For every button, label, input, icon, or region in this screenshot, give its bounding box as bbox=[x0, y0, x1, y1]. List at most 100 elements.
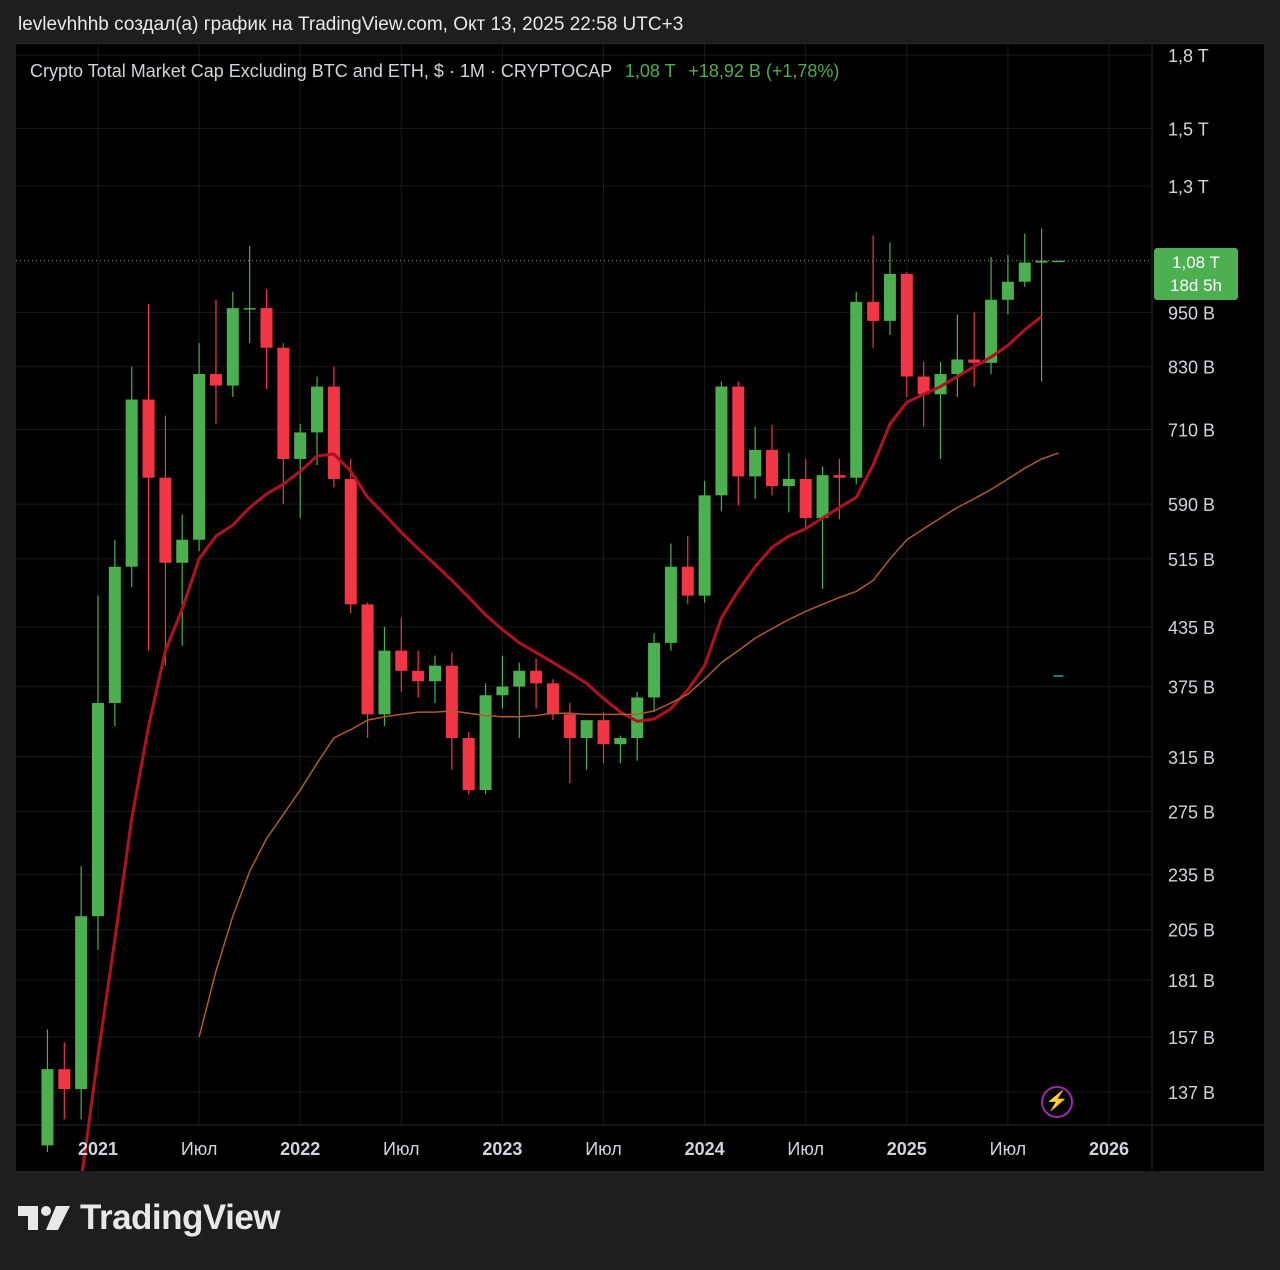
candle-body bbox=[125, 399, 138, 567]
candle-body bbox=[917, 376, 930, 395]
candle-body bbox=[1052, 260, 1065, 263]
candlestick-chart[interactable]: 1,8 T 1,5 T 1,3 T 950 B 830 B 710 B 590 B 515 B… bbox=[16, 44, 1264, 1171]
candle-body bbox=[900, 273, 913, 377]
x-tick-label: 2026 bbox=[1089, 1139, 1129, 1159]
candle-body bbox=[445, 665, 458, 739]
candle-body bbox=[951, 359, 964, 375]
current-price-badge: 1,08 T 18d 5h bbox=[1154, 248, 1238, 300]
candle-body bbox=[327, 386, 340, 479]
candle-body bbox=[277, 347, 290, 459]
tradingview-brand[interactable]: TradingView bbox=[18, 1198, 281, 1238]
candle-body bbox=[833, 475, 846, 478]
candle-body bbox=[968, 359, 981, 363]
chart-area[interactable]: 1,8 T 1,5 T 1,3 T 950 B 830 B 710 B 590 B 515 B… bbox=[16, 43, 1264, 1171]
candle-body bbox=[766, 449, 778, 487]
x-tick-label: 2021 bbox=[78, 1139, 118, 1159]
legend-last-value: 1,08 T bbox=[624, 61, 676, 81]
moving-average-slow bbox=[198, 452, 1059, 1038]
candle-body bbox=[159, 477, 172, 563]
y-tick-label: 275 B bbox=[1168, 802, 1215, 822]
candle-body bbox=[361, 604, 374, 715]
moving-average-fast bbox=[80, 315, 1043, 1171]
x-tick-label: Июл bbox=[585, 1139, 622, 1159]
y-tick-label: 515 B bbox=[1168, 550, 1215, 570]
y-tick-label: 157 B bbox=[1168, 1028, 1215, 1048]
lightning-bolt-icon[interactable]: ⚡ bbox=[1041, 1086, 1073, 1118]
candle-body bbox=[546, 683, 559, 715]
legend-symbol: Crypto Total Market Cap Excluding BTC an… bbox=[30, 61, 612, 81]
badge-countdown: 18d 5h bbox=[1170, 276, 1222, 295]
candle-body bbox=[749, 449, 762, 477]
candle-body bbox=[344, 478, 357, 605]
candle-body bbox=[395, 650, 408, 671]
candle-body bbox=[479, 695, 492, 791]
y-tick-label: 1,8 T bbox=[1168, 46, 1209, 66]
candle-body bbox=[75, 916, 88, 1090]
candle-body bbox=[816, 475, 829, 518]
badge-price: 1,08 T bbox=[1172, 253, 1220, 272]
y-tick-label: 375 B bbox=[1168, 678, 1215, 698]
candle-body bbox=[496, 686, 509, 696]
candle-body bbox=[715, 386, 728, 496]
candle-body bbox=[193, 374, 206, 540]
candle-body bbox=[580, 720, 593, 739]
y-tick-label: 830 B bbox=[1168, 358, 1215, 378]
candle-body bbox=[108, 566, 121, 704]
x-tick-label: Июл bbox=[787, 1139, 824, 1159]
candle-body bbox=[41, 1069, 54, 1146]
y-tick-label: 950 B bbox=[1168, 303, 1215, 323]
candle-body bbox=[698, 495, 711, 596]
y-tick-label: 235 B bbox=[1168, 866, 1215, 886]
y-tick-label: 137 B bbox=[1168, 1083, 1215, 1103]
candle-body bbox=[799, 478, 812, 518]
candle-body bbox=[429, 665, 441, 682]
y-tick-label: 1,5 T bbox=[1168, 119, 1209, 139]
candle-body bbox=[631, 697, 644, 739]
candle-body bbox=[648, 642, 661, 698]
x-tick-label: 2022 bbox=[280, 1139, 320, 1159]
y-tick-label: 1,3 T bbox=[1168, 177, 1209, 197]
candle-body bbox=[260, 308, 273, 348]
x-tick-label: 2025 bbox=[887, 1139, 927, 1159]
candle-body bbox=[867, 301, 880, 321]
y-tick-label: 315 B bbox=[1168, 748, 1215, 768]
attribution-header: levlevhhhb создал(а) график на TradingVi… bbox=[18, 14, 684, 35]
candle-body bbox=[1035, 260, 1048, 263]
legend-change: +18,92 B (+1,78%) bbox=[688, 61, 840, 81]
y-tick-label: 435 B bbox=[1168, 618, 1215, 638]
x-tick-label: Июл bbox=[990, 1139, 1027, 1159]
candle-body bbox=[850, 301, 863, 478]
y-tick-label: 181 B bbox=[1168, 971, 1215, 991]
candle-body bbox=[226, 308, 239, 386]
x-tick-label: Июл bbox=[383, 1139, 420, 1159]
x-tick-label: 2023 bbox=[482, 1139, 522, 1159]
candle-body bbox=[243, 308, 256, 310]
candle-body bbox=[412, 670, 425, 682]
candle-body bbox=[664, 566, 677, 643]
candle-body bbox=[1018, 262, 1031, 282]
candle-body bbox=[530, 670, 543, 684]
candle-body bbox=[985, 299, 998, 363]
candle-body bbox=[311, 386, 324, 433]
y-tick-label: 205 B bbox=[1168, 921, 1215, 941]
candle-body bbox=[58, 1069, 71, 1090]
candle-body bbox=[176, 539, 189, 563]
candle-body bbox=[92, 703, 104, 917]
candle-body bbox=[142, 399, 155, 478]
chart-legend[interactable]: Crypto Total Market Cap Excluding BTC an… bbox=[30, 61, 839, 82]
candle-body bbox=[782, 478, 795, 487]
candle-body bbox=[209, 374, 222, 386]
x-tick-label: Июл bbox=[181, 1139, 218, 1159]
candle-body bbox=[681, 566, 694, 596]
candle-body bbox=[294, 432, 307, 459]
candle-body bbox=[883, 273, 896, 321]
candle-body bbox=[563, 714, 576, 739]
candle-body bbox=[732, 386, 745, 477]
y-tick-label: 710 B bbox=[1168, 421, 1215, 441]
y-tick-label: 590 B bbox=[1168, 495, 1215, 515]
tradingview-logo-icon bbox=[18, 1206, 70, 1230]
brand-name: TradingView bbox=[80, 1198, 281, 1237]
x-tick-label: 2024 bbox=[685, 1139, 725, 1159]
candle-body bbox=[1001, 281, 1014, 300]
candle-body bbox=[378, 650, 391, 715]
